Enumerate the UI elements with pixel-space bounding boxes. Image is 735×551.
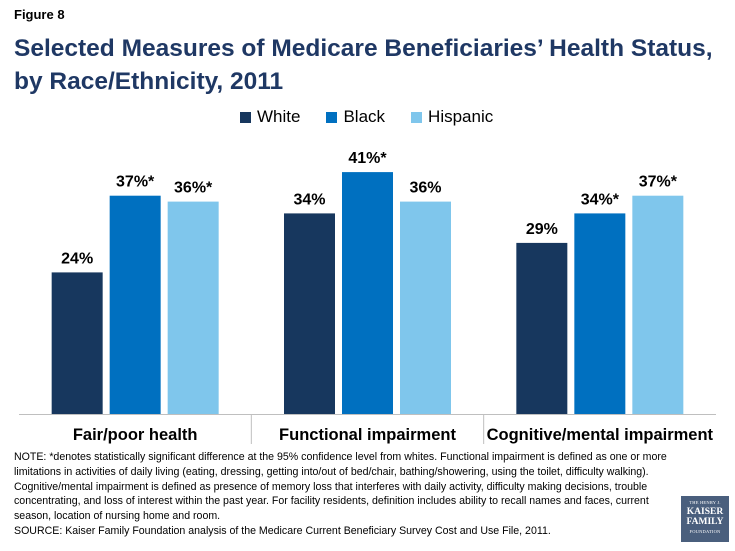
data-label-hispanic-2: 36%	[409, 180, 441, 197]
data-label-white-1: 24%	[61, 250, 93, 267]
logo-line-3: FAMILY	[686, 517, 724, 527]
source-text: SOURCE: Kaiser Family Foundation analysi…	[14, 524, 551, 537]
bar-white-1	[51, 272, 103, 414]
bar-hispanic-1	[167, 201, 219, 414]
bar-hispanic-3	[632, 195, 684, 414]
legend-item-white: White	[240, 107, 300, 127]
figure-label: Figure 8	[14, 7, 65, 22]
logo-line-2: KAISER	[686, 507, 724, 517]
data-label-black-1: 37%*	[116, 174, 155, 191]
category-label-1: Fair/poor health	[73, 426, 198, 444]
data-label-hispanic-3: 37%*	[639, 174, 678, 191]
data-label-hispanic-1: 36%*	[174, 180, 213, 197]
category-label-2: Functional impairment	[279, 426, 456, 444]
legend-swatch-hispanic	[411, 111, 423, 123]
logo-line-1: THE HENRY J.	[689, 500, 721, 505]
legend-label-white: White	[257, 107, 301, 126]
chart-title: Selected Measures of Medicare Beneficiar…	[14, 35, 713, 95]
category-label-3: Cognitive/mental impairment	[487, 426, 714, 444]
bar-black-3	[574, 213, 626, 414]
bar-black-1	[109, 195, 161, 414]
bar-white-2	[284, 213, 335, 414]
data-label-black-2: 41%*	[348, 150, 387, 167]
data-label-black-3: 34%*	[581, 191, 620, 208]
legend-item-hispanic: Hispanic	[411, 107, 493, 127]
data-label-white-2: 34%	[293, 191, 325, 208]
logo-line-4: FOUNDATION	[689, 529, 721, 534]
legend-label-hispanic: Hispanic	[428, 107, 494, 126]
legend-swatch-white	[240, 111, 251, 123]
legend-label-black: Black	[343, 107, 386, 126]
chart-legend: White Black Hispanic	[240, 107, 519, 127]
bar-white-3	[516, 242, 568, 414]
legend-swatch-black	[326, 111, 338, 123]
kff-logo: THE HENRY J. KAISER FAMILY FOUNDATION	[681, 496, 729, 542]
bar-black-2	[342, 172, 393, 414]
data-label-white-3: 29%	[526, 221, 558, 238]
bar-hispanic-2	[400, 201, 451, 414]
chart-notes: NOTE: *denotes statistically significant…	[14, 450, 674, 539]
note-text: NOTE: *denotes statistically significant…	[14, 451, 667, 523]
legend-item-black: Black	[326, 107, 385, 127]
